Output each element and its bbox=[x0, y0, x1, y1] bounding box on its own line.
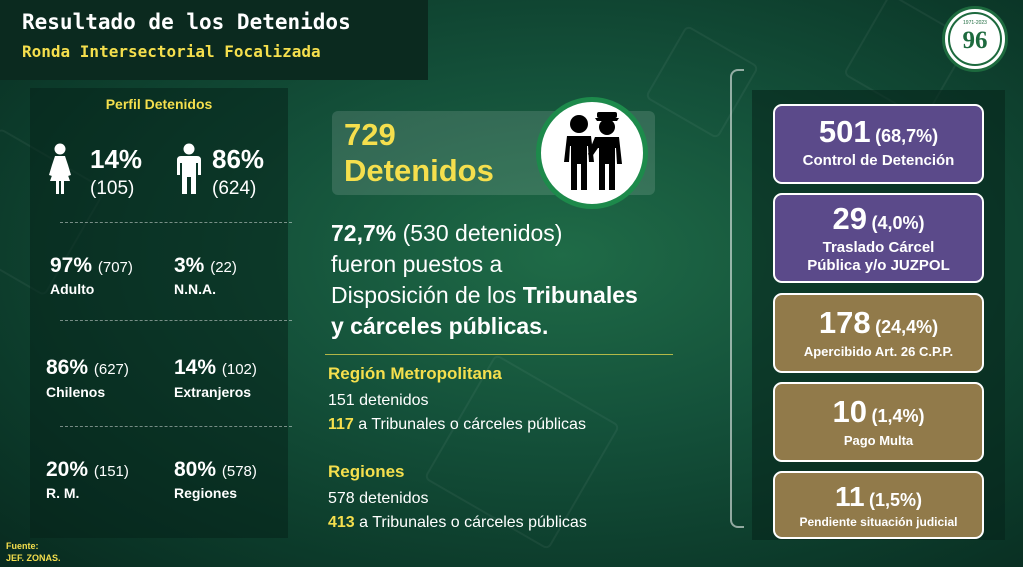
region-rm-tribunals: 117 a Tribunales o cárceles públicas bbox=[328, 416, 586, 433]
regions-stat: 80% (578) bbox=[174, 458, 257, 481]
logo-years: 1971-2023 bbox=[963, 20, 987, 26]
female-percentage: 14% bbox=[90, 144, 143, 174]
regions-label: Regiones bbox=[174, 485, 238, 501]
profile-title: Perfil Detenidos bbox=[105, 96, 213, 112]
outcome-label: Pendiente situación judicial bbox=[799, 515, 958, 529]
source-value: JEF. ZONAS. bbox=[6, 553, 61, 563]
divider bbox=[60, 222, 292, 223]
outcome-card: 178 (24,4%) Apercibido Art. 26 C.P.P. bbox=[773, 293, 984, 373]
foreign-label: Extranjeros bbox=[174, 384, 252, 400]
summary-line-2: fueron puestos a bbox=[331, 251, 503, 277]
title-box: Resultado de los Detenidos Ronda Interse… bbox=[0, 0, 428, 80]
male-icon bbox=[177, 143, 201, 194]
minor-label: N.N.A. bbox=[174, 281, 216, 297]
male-count: (624) bbox=[212, 178, 257, 199]
outcome-card: 10 (1,4%) Pago Multa bbox=[773, 382, 984, 462]
region-other-detainees: 578 detenidos bbox=[328, 490, 429, 507]
chilean-stat: 86% (627) bbox=[46, 356, 129, 379]
logo-number: 96 bbox=[963, 27, 988, 54]
total-detainees-number: 729 bbox=[344, 117, 396, 152]
rm-label: R. M. bbox=[46, 485, 80, 501]
summary-line-3: Disposición de los bbox=[331, 282, 523, 308]
outcome-label: Control de Detención bbox=[802, 152, 955, 169]
region-other-title: Regiones bbox=[328, 462, 405, 481]
region-rm-detainees: 151 detenidos bbox=[328, 392, 429, 409]
institution-logo: 96 1971-2023 bbox=[942, 6, 1008, 72]
outcome-label: Traslado Cárcel Pública y/o JUZPOL bbox=[807, 239, 950, 274]
adult-label: Adulto bbox=[50, 281, 95, 297]
summary-line-3-bold: Tribunales bbox=[522, 282, 638, 308]
detainee-officer-icon bbox=[536, 97, 648, 209]
summary-percentage: 72,7% bbox=[331, 220, 397, 246]
adult-stat: 97% (707) bbox=[50, 254, 133, 277]
region-other-tribunals: 413 a Tribunales o cárceles públicas bbox=[328, 514, 587, 531]
outcome-card: 29 (4,0%) Traslado Cárcel Pública y/o JU… bbox=[773, 193, 984, 283]
rm-stat: 20% (151) bbox=[46, 458, 129, 481]
female-icon bbox=[49, 143, 71, 194]
foreign-stat: 14% (102) bbox=[174, 356, 257, 379]
summary-text: 72,7% (530 detenidos) fueron puestos a D… bbox=[331, 218, 638, 342]
page-subtitle: Ronda Intersectorial Focalizada bbox=[22, 42, 321, 61]
region-rm-title: Región Metropolitana bbox=[328, 364, 502, 383]
outcome-card: 501 (68,7%) Control de Detención bbox=[773, 104, 984, 184]
minor-stat: 3% (22) bbox=[174, 254, 237, 277]
divider bbox=[60, 426, 292, 427]
male-percentage: 86% bbox=[212, 144, 265, 174]
outcome-card: 11 (1,5%) Pendiente situación judicial bbox=[773, 471, 984, 539]
female-count: (105) bbox=[90, 178, 135, 199]
chilean-label: Chilenos bbox=[46, 384, 106, 400]
source-label: Fuente: bbox=[6, 541, 39, 551]
page-title: Resultado de los Detenidos bbox=[22, 10, 351, 34]
bracket-divider bbox=[730, 69, 744, 528]
summary-count: (530 detenidos) bbox=[402, 220, 563, 246]
outcome-label: Pago Multa bbox=[843, 433, 914, 448]
outcome-label: Apercibido Art. 26 C.P.P. bbox=[803, 344, 954, 359]
logo-emblem-icon: 96 1971-2023 bbox=[948, 12, 1002, 66]
section-divider bbox=[325, 354, 673, 355]
total-detainees-label: Detenidos bbox=[344, 153, 494, 188]
profile-panel: Perfil Detenidos 14% (105) 86% (624) 97%… bbox=[30, 88, 292, 538]
divider bbox=[60, 320, 292, 321]
summary-line-4: y cárceles públicas. bbox=[331, 313, 549, 339]
source-note: Fuente: JEF. ZONAS. bbox=[6, 540, 61, 564]
